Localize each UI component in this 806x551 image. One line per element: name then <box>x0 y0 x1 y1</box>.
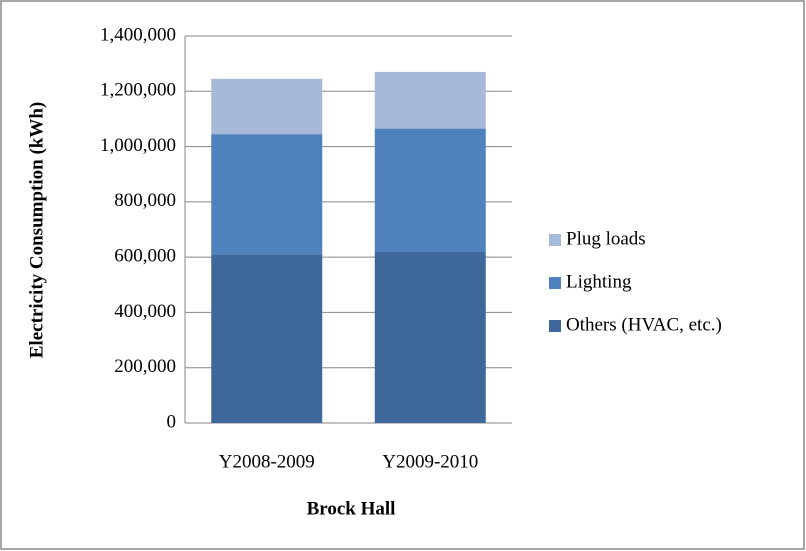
y-tick-label: 200,000 <box>114 356 176 377</box>
y-tick-label: 0 <box>167 411 177 432</box>
legend-swatch <box>549 277 561 289</box>
bar-segment <box>374 71 486 129</box>
legend-swatch <box>549 320 561 332</box>
bar-segment <box>211 254 323 423</box>
bar-segment <box>211 134 323 255</box>
bar-segment <box>374 128 486 252</box>
legend-swatch <box>549 234 561 246</box>
y-tick-label: 400,000 <box>114 301 176 322</box>
x-tick-label: Y2008-2009 <box>219 451 315 472</box>
bar-segment <box>374 251 486 423</box>
legend-label: Plug loads <box>566 228 646 249</box>
y-axis-title: Electricity Consumption (kWh) <box>26 102 47 359</box>
y-tick-label: 800,000 <box>114 190 176 211</box>
bar-segment <box>211 78 323 135</box>
y-tick-label: 1,200,000 <box>100 80 176 101</box>
y-tick-label: 1,000,000 <box>100 135 176 156</box>
legend-label: Others (HVAC, etc.) <box>566 314 722 335</box>
y-tick-label: 600,000 <box>114 246 176 267</box>
x-axis-title: Brock Hall <box>307 498 396 519</box>
legend-label: Lighting <box>566 271 632 292</box>
y-tick-label: 1,400,000 <box>100 24 176 45</box>
x-tick-label: Y2009-2010 <box>382 451 478 472</box>
